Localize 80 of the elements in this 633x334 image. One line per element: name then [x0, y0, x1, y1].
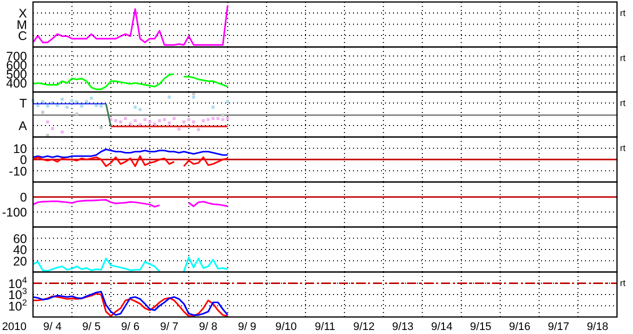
point [41, 100, 44, 104]
x-tick-label: 9/13 [392, 321, 414, 333]
point [226, 100, 230, 104]
point [158, 119, 162, 122]
x-tick-label: 9/ 5 [82, 321, 101, 333]
x-tick-label: 9/15 [470, 321, 492, 333]
point [66, 106, 69, 109]
point [85, 100, 88, 104]
point [202, 119, 205, 122]
text: X [18, 6, 28, 20]
point [212, 106, 215, 109]
point [114, 119, 118, 122]
y-tick-label: 0 [20, 190, 28, 204]
point [46, 104, 50, 108]
text: A [18, 119, 28, 133]
x-tick-label: 9/ 6 [121, 321, 140, 333]
point [128, 122, 132, 126]
point [172, 116, 176, 120]
point [134, 106, 137, 109]
point [182, 120, 186, 124]
text: rt [620, 53, 626, 63]
point [192, 120, 196, 124]
text: rt [620, 8, 626, 18]
y-tick-label: 20 [13, 254, 28, 268]
x-tick-label: 9/14 [431, 321, 453, 333]
text: T [19, 96, 28, 110]
point [196, 128, 200, 132]
point [206, 118, 210, 122]
point [90, 96, 93, 100]
y-tick-label: 60 [13, 232, 28, 246]
point [100, 126, 103, 129]
y-tick-label: 40 [13, 243, 28, 257]
point [124, 116, 127, 120]
point [148, 120, 152, 124]
point [143, 118, 146, 122]
x-tick-label: 9/ 9 [238, 321, 256, 333]
x-tick-label: 9/11 [314, 321, 336, 333]
point [168, 121, 171, 124]
point [216, 116, 220, 120]
point [178, 128, 180, 131]
point [153, 122, 156, 126]
x-tick-label: 9/16 [508, 321, 530, 333]
point [221, 118, 224, 122]
text: rt [620, 143, 626, 153]
text: rt [620, 278, 626, 288]
text: C [18, 29, 27, 43]
x-tick-label: 9/10 [275, 321, 297, 333]
x-tick-label: 9/ 7 [160, 321, 178, 333]
point [212, 116, 215, 120]
line-series [32, 148, 228, 158]
point [46, 120, 50, 124]
x-tick-label: 9/18 [586, 321, 608, 333]
point [221, 114, 224, 117]
point [134, 119, 137, 122]
point [119, 120, 122, 124]
point [41, 110, 44, 114]
point [162, 118, 166, 122]
y-tick-label: 10 [13, 142, 28, 156]
x-tick-label: 9/ 4 [43, 321, 62, 333]
point [80, 104, 84, 108]
x-tick-label: 9/12 [353, 321, 375, 333]
point [138, 108, 142, 112]
point [50, 127, 54, 130]
y-tick-label: -100 [2, 206, 28, 220]
y-tick-label: 0 [20, 153, 28, 167]
point [75, 112, 78, 116]
point [192, 96, 196, 99]
point [60, 130, 64, 134]
y-tick-label: -10 [8, 164, 28, 178]
point [187, 118, 190, 122]
point [168, 96, 171, 99]
x-tick-label: 9/17 [548, 321, 570, 333]
point [226, 116, 230, 120]
point [100, 104, 103, 108]
x-axis-title: 2010 [2, 321, 26, 333]
x-tick-label: 9/ 8 [199, 321, 218, 333]
text: rt [620, 98, 626, 108]
point [70, 99, 74, 102]
point [60, 98, 64, 101]
text: M [16, 18, 27, 32]
